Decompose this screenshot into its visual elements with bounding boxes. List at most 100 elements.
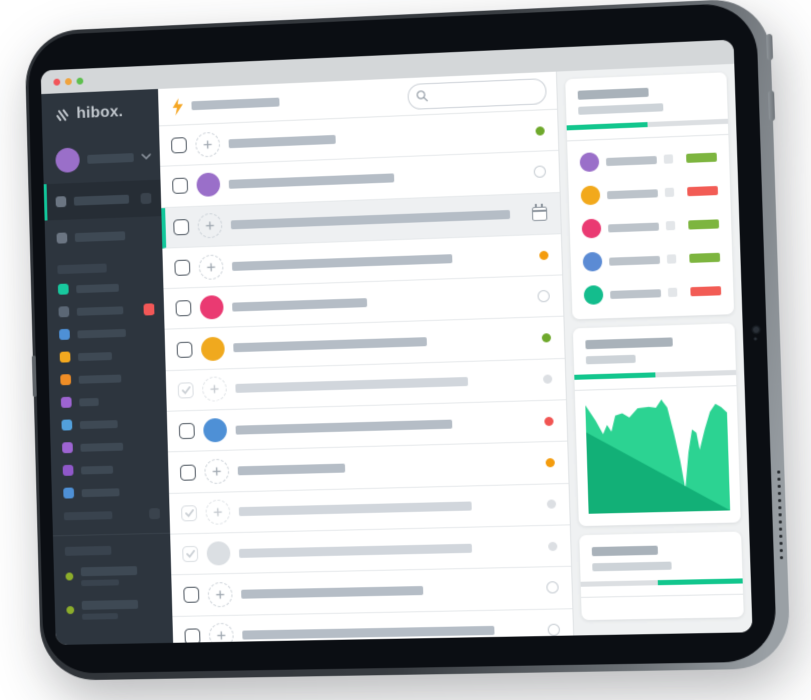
task-checkbox[interactable] [177, 382, 194, 399]
dm-item[interactable] [54, 591, 172, 627]
assign-user-button[interactable] [198, 253, 224, 280]
dm-item[interactable] [54, 557, 172, 593]
task-title-placeholder [241, 585, 424, 599]
channel-color-icon [60, 396, 72, 408]
hibox-logo-icon [54, 106, 71, 123]
task-status-indicator[interactable] [531, 206, 548, 221]
task-status-indicator[interactable] [535, 125, 545, 136]
assign-user-button[interactable] [201, 376, 228, 403]
power-button[interactable] [766, 33, 774, 61]
assignee-avatar[interactable] [196, 172, 221, 198]
channel-item[interactable] [49, 388, 167, 414]
task-status-indicator[interactable] [546, 581, 559, 594]
task-checkbox[interactable] [174, 259, 191, 276]
sidebar-nav-item[interactable] [45, 216, 163, 257]
volume-button[interactable] [767, 90, 776, 122]
channel-item[interactable] [52, 479, 170, 505]
card-header [579, 532, 742, 572]
member-status-badge [689, 252, 721, 263]
task-checkbox[interactable] [176, 341, 193, 358]
channel-name-placeholder [77, 351, 112, 361]
nav-item-label-placeholder [73, 194, 129, 206]
card-header [565, 72, 727, 115]
maximize-window-button[interactable] [76, 77, 84, 85]
member-meta-icon [667, 287, 678, 298]
assignee-avatar[interactable] [200, 336, 225, 361]
assignee-avatar[interactable] [203, 418, 228, 443]
member-list [567, 135, 734, 319]
assignee-avatar[interactable] [199, 295, 224, 320]
task-title-placeholder [233, 337, 427, 353]
task-checkbox[interactable] [182, 546, 199, 563]
task-status-indicator[interactable] [533, 165, 547, 179]
task-title-placeholder [237, 463, 346, 476]
task-status-indicator[interactable] [547, 623, 561, 636]
member-avatar [583, 285, 604, 305]
task-checkbox[interactable] [178, 423, 195, 440]
muted-channel-item[interactable] [52, 502, 170, 528]
channel-item[interactable] [50, 434, 168, 460]
minimize-window-button[interactable] [64, 77, 72, 85]
assign-user-button[interactable] [204, 458, 230, 485]
assign-user-button[interactable] [208, 623, 234, 643]
assignee-avatar[interactable] [206, 541, 231, 566]
task-checkbox[interactable] [172, 177, 189, 195]
member-meta-icon [663, 154, 674, 164]
dm-name-placeholder [80, 565, 137, 576]
quick-add-placeholder [191, 97, 280, 111]
task-status-indicator[interactable] [537, 290, 550, 303]
channel-item[interactable] [51, 456, 169, 482]
plus-icon [210, 385, 219, 394]
quick-add-row[interactable] [158, 71, 558, 127]
check-icon [181, 386, 190, 394]
sidebar-nav-item[interactable] [43, 179, 162, 221]
user-avatar [55, 146, 80, 173]
task-checkbox[interactable] [184, 628, 201, 643]
task-status-indicator[interactable] [544, 416, 554, 426]
assign-user-button[interactable] [195, 131, 221, 158]
user-menu[interactable] [42, 132, 160, 184]
task-status-indicator[interactable] [539, 250, 549, 260]
task-checkbox[interactable] [171, 137, 187, 154]
member-row[interactable] [582, 241, 721, 279]
channel-color-icon [62, 442, 73, 454]
task-status-indicator[interactable] [548, 541, 558, 551]
member-status-badge [690, 286, 722, 297]
task-checkbox[interactable] [173, 218, 190, 236]
task-checkbox[interactable] [179, 464, 196, 481]
add-channel-icon[interactable] [149, 508, 161, 520]
task-status-indicator[interactable] [546, 499, 557, 510]
task-checkbox[interactable] [175, 300, 192, 317]
assign-user-button[interactable] [197, 213, 223, 239]
task-status-indicator[interactable] [541, 333, 552, 343]
assign-user-button[interactable] [205, 499, 231, 526]
close-window-button[interactable] [53, 78, 61, 86]
member-row[interactable] [583, 274, 722, 312]
section-header-placeholder [64, 545, 112, 556]
channel-color-icon [59, 351, 71, 363]
member-row[interactable] [580, 174, 719, 212]
nav-item-action-icon[interactable] [140, 192, 152, 205]
member-meta-icon [665, 220, 676, 231]
muted-channel-placeholder [63, 510, 113, 520]
progress-fill [574, 372, 655, 380]
task-checkbox[interactable] [181, 505, 198, 522]
task-title-placeholder [235, 419, 453, 435]
card-subtitle-placeholder [592, 561, 672, 572]
plus-icon [216, 590, 225, 599]
search-input[interactable] [407, 77, 547, 110]
member-row[interactable] [579, 140, 717, 179]
task-status-indicator[interactable] [545, 458, 555, 468]
channel-color-icon [57, 283, 69, 295]
assign-user-button[interactable] [207, 581, 233, 608]
sidebar-nav [43, 179, 163, 257]
plus-icon [205, 221, 214, 230]
task-status-indicator[interactable] [543, 374, 553, 385]
progress-bar [574, 369, 737, 380]
task-checkbox[interactable] [183, 587, 200, 604]
task-title-placeholder [232, 297, 368, 312]
channel-item[interactable] [50, 411, 168, 437]
member-meta-icon [666, 254, 677, 264]
member-avatar [582, 251, 603, 272]
member-row[interactable] [581, 207, 720, 245]
